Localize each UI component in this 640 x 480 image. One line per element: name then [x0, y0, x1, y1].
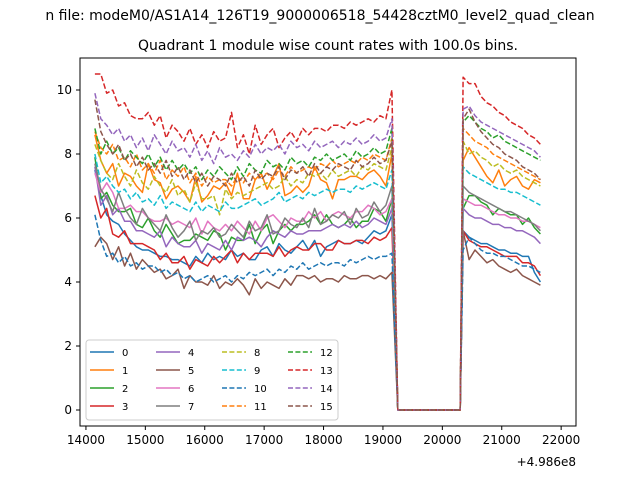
legend-label-10: 10	[254, 384, 267, 395]
legend-label-3: 3	[122, 402, 128, 413]
x-tick-label: 14000	[67, 433, 105, 447]
chart-title: Quadrant 1 module wise count rates with …	[138, 38, 518, 54]
series-line-10	[94, 214, 541, 411]
legend-label-4: 4	[188, 348, 194, 359]
legend-label-9: 9	[254, 366, 260, 377]
x-tick-label: 21000	[483, 433, 521, 447]
series-line-13	[94, 73, 541, 411]
legend-label-11: 11	[254, 402, 267, 413]
y-tick-label: 2	[64, 339, 72, 353]
series-line-5	[94, 230, 541, 411]
legend-label-1: 1	[122, 366, 128, 377]
series-line-4	[94, 166, 541, 411]
y-tick-label: 6	[64, 211, 72, 225]
x-tick-label: 15000	[126, 433, 164, 447]
figure-suptitle: n file: modeM0/AS1A14_126T19_9000006518_…	[45, 8, 594, 24]
legend-label-5: 5	[188, 366, 194, 377]
y-tick-label: 8	[64, 147, 72, 161]
plot-lines	[94, 73, 542, 411]
series-line-3	[94, 195, 542, 411]
series-line-9	[94, 153, 541, 411]
legend-label-8: 8	[254, 348, 260, 359]
y-tick-label: 4	[64, 275, 72, 289]
x-axis-ticks: 14000 15000 16000 17000 18000 19000 20000 21000…	[67, 426, 580, 447]
legend-label-6: 6	[188, 384, 194, 395]
x-tick-label: 17000	[245, 433, 283, 447]
series-line-14	[94, 93, 541, 411]
legend-frame	[85, 339, 339, 421]
y-tick-label: 10	[57, 83, 72, 97]
x-tick-label: 22000	[542, 433, 580, 447]
x-axis-offset-text: +4.986e8	[517, 455, 576, 469]
series-line-2	[94, 157, 541, 411]
legend-label-13: 13	[320, 366, 333, 377]
legend-label-15: 15	[320, 402, 333, 413]
legend-label-14: 14	[320, 384, 333, 395]
x-tick-label: 18000	[304, 433, 342, 447]
legend-label-12: 12	[320, 348, 333, 359]
y-axis-ticks: 0 2 4 6 8 10	[57, 83, 80, 417]
x-tick-label: 20000	[423, 433, 461, 447]
series-line-6	[94, 172, 541, 411]
series-line-8	[94, 140, 541, 411]
legend-label-7: 7	[188, 402, 194, 413]
x-tick-label: 16000	[186, 433, 224, 447]
legend-label-2: 2	[122, 384, 128, 395]
plot-area-frame	[79, 57, 577, 427]
series-line-11	[94, 127, 541, 411]
legend-label-0: 0	[122, 348, 128, 359]
series-line-12	[94, 114, 541, 411]
x-tick-label: 19000	[364, 433, 402, 447]
y-tick-label: 0	[64, 403, 72, 417]
series-line-7	[94, 163, 541, 411]
series-line-15	[94, 99, 541, 411]
